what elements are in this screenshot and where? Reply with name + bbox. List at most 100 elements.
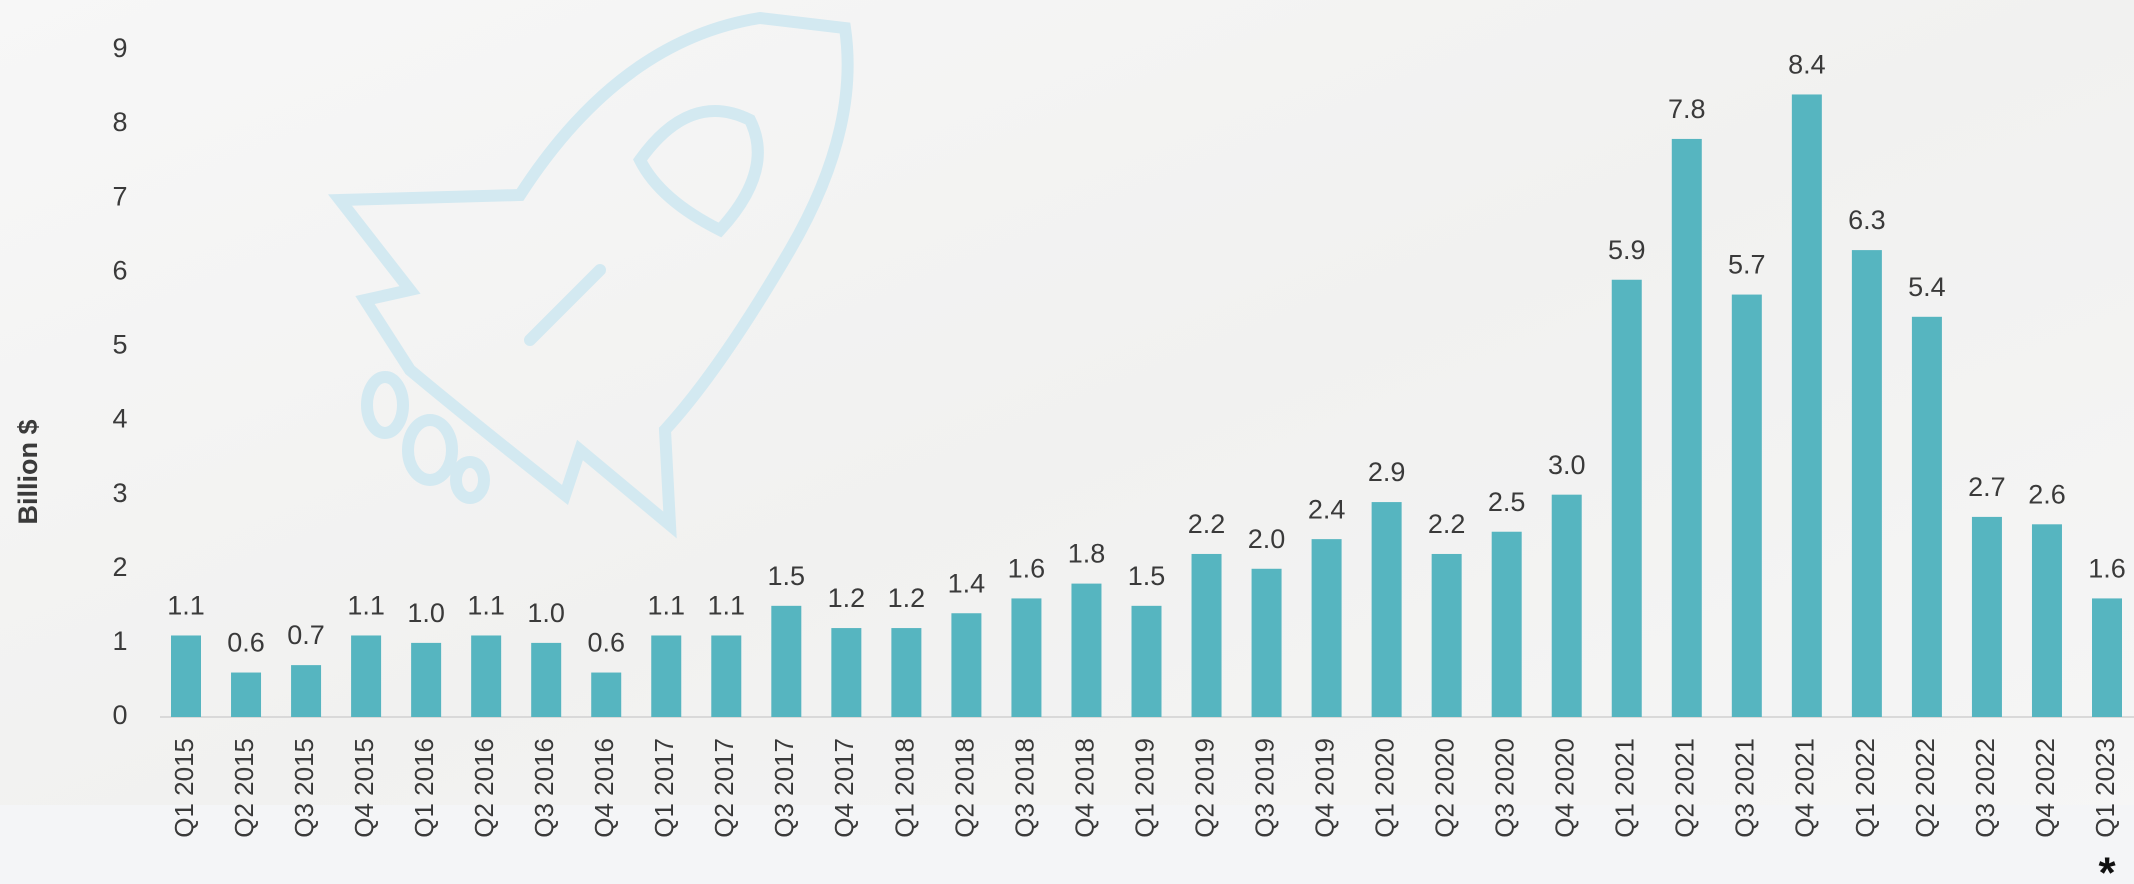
bar — [351, 635, 382, 717]
value-label: 5.7 — [1728, 250, 1766, 280]
value-label: 8.4 — [1788, 50, 1826, 80]
value-label: 5.9 — [1608, 235, 1646, 265]
bar — [1911, 316, 1942, 717]
value-label: 2.0 — [1248, 524, 1286, 554]
value-label: 1.5 — [1128, 561, 1166, 591]
x-tick-label: Q4 2019 — [1309, 738, 1339, 838]
x-tick-label: Q2 2020 — [1430, 738, 1460, 838]
x-tick-label: Q3 2021 — [1730, 738, 1760, 838]
value-label: 0.7 — [287, 620, 325, 650]
bar — [1431, 553, 1462, 717]
bar — [1251, 568, 1282, 717]
rocket-illustration — [327, 11, 854, 539]
x-tick-label: Q1 2017 — [649, 738, 679, 838]
bar — [2031, 524, 2062, 717]
x-tick-label: Q3 2022 — [1970, 738, 2000, 838]
y-tick-label: 2 — [112, 552, 127, 582]
x-tick-label: Q2 2022 — [1910, 738, 1940, 838]
value-label: 2.5 — [1488, 487, 1526, 517]
bar — [1551, 494, 1582, 717]
bar — [1131, 605, 1162, 717]
annotation: * — [2098, 849, 2116, 884]
x-tick-label: Q4 2015 — [349, 738, 379, 838]
y-tick-label: 3 — [112, 478, 127, 508]
value-label: 1.0 — [527, 598, 565, 628]
value-label: 1.2 — [888, 583, 926, 613]
value-label: 1.2 — [828, 583, 866, 613]
value-label: 6.3 — [1848, 205, 1886, 235]
bar — [411, 642, 442, 717]
x-tick-label: Q1 2021 — [1610, 738, 1640, 838]
x-tick-label: Q1 2015 — [169, 738, 199, 838]
y-tick-label: 4 — [112, 404, 127, 434]
x-tick-label: Q1 2020 — [1370, 738, 1400, 838]
x-tick-label: Q1 2018 — [889, 738, 919, 838]
bar — [2092, 598, 2122, 717]
y-tick-label: 6 — [112, 255, 127, 285]
x-tick-label: Q3 2018 — [1009, 738, 1039, 838]
value-label: 1.6 — [1008, 554, 1046, 584]
value-label: 1.1 — [647, 591, 685, 621]
x-tick-label: Q2 2017 — [709, 738, 739, 838]
value-label: 2.4 — [1308, 494, 1346, 524]
x-tick-label: Q4 2022 — [2030, 738, 2060, 838]
x-tick-label: Q3 2019 — [1249, 738, 1279, 838]
bar — [591, 672, 622, 717]
bar — [231, 672, 262, 717]
x-tick-label: Q4 2016 — [589, 738, 619, 838]
y-tick-label: 5 — [112, 330, 127, 360]
value-label: 7.8 — [1668, 94, 1706, 124]
bar — [1371, 502, 1402, 717]
value-label: 1.8 — [1068, 539, 1106, 569]
bar — [891, 628, 922, 717]
value-label: 2.2 — [1188, 509, 1226, 539]
bar — [171, 635, 201, 717]
value-label: 2.7 — [1968, 472, 2006, 502]
x-tick-label: Q2 2015 — [229, 738, 259, 838]
value-label: 1.1 — [347, 591, 385, 621]
x-tick-label: Q2 2018 — [949, 738, 979, 838]
bar — [1191, 553, 1222, 717]
value-label: 1.5 — [768, 561, 806, 591]
y-tick-label: 7 — [112, 181, 127, 211]
x-tick-label: Q3 2017 — [769, 738, 799, 838]
x-tick-label: Q3 2015 — [289, 738, 319, 838]
bar — [1011, 598, 1042, 717]
x-tick-label: Q1 2023 — [2090, 738, 2120, 838]
bar — [951, 613, 982, 717]
y-tick-label: 9 — [112, 33, 127, 63]
bar — [711, 635, 742, 717]
x-tick-label: Q3 2016 — [529, 738, 559, 838]
x-tick-label: Q4 2020 — [1550, 738, 1580, 838]
value-label: 3.0 — [1548, 450, 1586, 480]
y-axis-label: Billion $ — [13, 419, 43, 524]
bar — [831, 628, 862, 717]
bar — [291, 665, 322, 717]
x-tick-label: Q2 2016 — [469, 738, 499, 838]
value-label: 2.2 — [1428, 509, 1466, 539]
bar — [1671, 138, 1702, 717]
x-tick-label: Q4 2017 — [829, 738, 859, 838]
x-tick-label: Q1 2022 — [1850, 738, 1880, 838]
value-label: 2.6 — [2028, 479, 2066, 509]
y-tick-label: 1 — [112, 626, 127, 656]
x-tick-label: Q4 2021 — [1790, 738, 1820, 838]
value-label: 1.6 — [2088, 554, 2126, 584]
bar — [1611, 279, 1642, 717]
value-label: 1.0 — [407, 598, 445, 628]
x-tick-label: Q3 2020 — [1490, 738, 1520, 838]
bar — [471, 635, 502, 717]
value-label: 1.1 — [708, 591, 746, 621]
x-tick-label: Q4 2018 — [1069, 738, 1099, 838]
bar — [1311, 539, 1342, 717]
y-tick-label: 8 — [112, 107, 127, 137]
y-tick-label: 0 — [112, 700, 127, 730]
bar — [1971, 516, 2002, 717]
value-label: 2.9 — [1368, 457, 1406, 487]
bar — [531, 642, 562, 717]
x-tick-label: Q2 2021 — [1670, 738, 1700, 838]
x-tick-label: Q1 2019 — [1129, 738, 1159, 838]
value-label: 1.1 — [167, 591, 205, 621]
